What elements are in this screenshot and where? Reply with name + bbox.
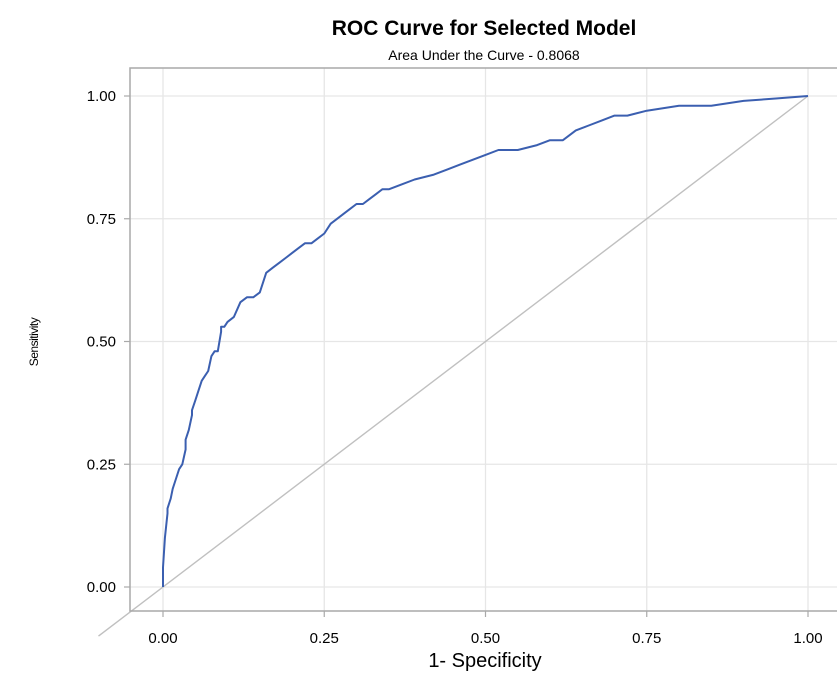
x-tick-label: 1.00 — [793, 630, 822, 647]
y-tick-label: 0.50 — [87, 334, 116, 351]
chart-title: ROC Curve for Selected Model — [332, 17, 637, 40]
y-tick-label: 0.25 — [87, 456, 116, 473]
x-tick-label: 0.25 — [310, 630, 339, 647]
plot-frame — [129, 67, 837, 612]
x-tick-label: 0.75 — [632, 630, 661, 647]
diagonal-line — [98, 95, 809, 637]
plot-border — [129, 67, 837, 612]
x-tick-label: 0.50 — [471, 630, 500, 647]
y-axis-ticks: 0.00 0.25 0.50 0.75 1.00 — [87, 88, 130, 596]
roc-series — [162, 95, 809, 587]
y-tick-label: 0.00 — [87, 579, 116, 596]
y-axis-label: Sensitivity — [27, 317, 41, 366]
y-tick-label: 0.75 — [87, 211, 116, 228]
diagonal-reference — [98, 95, 809, 637]
y-tick-label: 1.00 — [87, 88, 116, 105]
roc-curve-line — [162, 95, 809, 587]
x-axis-label: 1- Specificity — [428, 650, 541, 672]
x-axis-ticks: 0.00 0.25 0.50 0.75 1.00 — [148, 611, 823, 647]
grid — [130, 68, 837, 611]
chart-subtitle: Area Under the Curve - 0.8068 — [388, 47, 580, 63]
x-tick-label: 0.00 — [148, 630, 177, 647]
